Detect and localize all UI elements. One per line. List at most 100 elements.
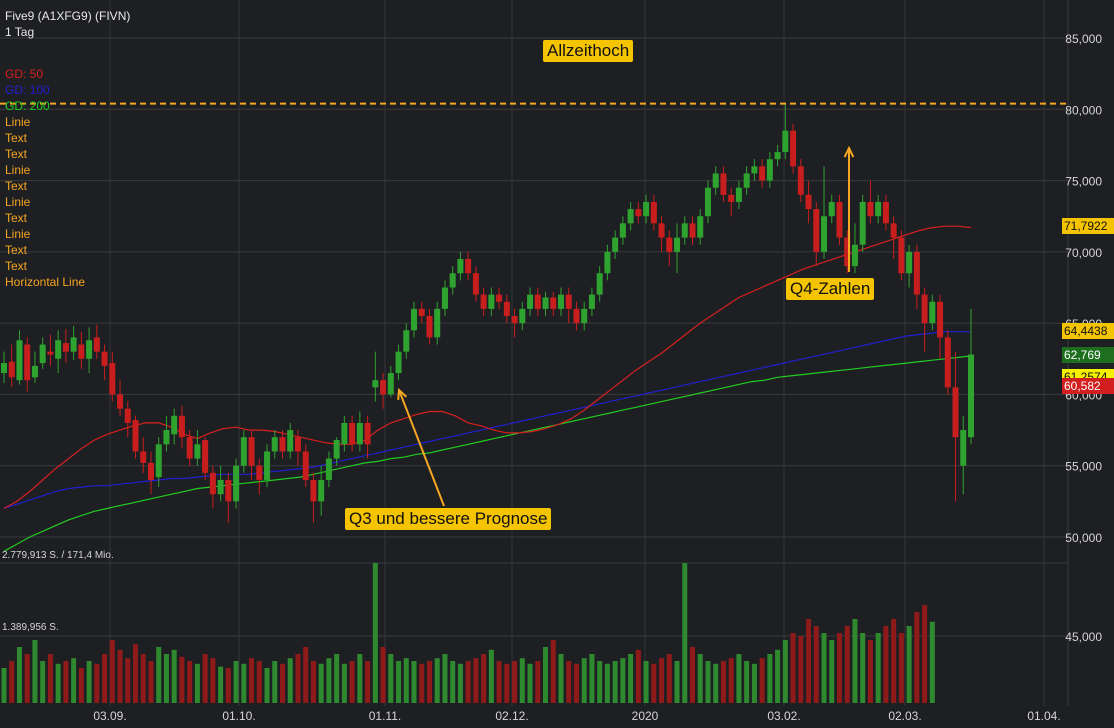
candle-body [70,337,77,352]
volume-bar [396,661,402,703]
volume-bar [473,658,479,703]
candle-body [225,479,232,502]
volume-bar [372,563,378,703]
arrow-q3 [398,389,445,507]
candle-body [704,187,711,217]
candle-body [496,294,503,302]
annotation-q4-results[interactable]: Q4-Zahlen [786,278,875,300]
x-tick-label: 2020 [632,709,659,723]
legend-item[interactable]: Text [5,131,28,145]
legend-item[interactable]: Linie [5,195,31,209]
candle-body [805,194,812,210]
candle-body [132,420,139,452]
candle-body [735,187,742,202]
candle-body [782,130,789,153]
volume-bar [1,668,7,703]
volume-bar [16,647,22,703]
legend-item[interactable]: GD: 200 [5,99,50,113]
candle-body [271,437,278,452]
volume-bar [279,663,285,703]
chart-title: Five9 (A1XFG9) (FIVN) [5,9,131,23]
candle-body [147,462,154,480]
legend-item[interactable]: Text [5,147,28,161]
volume-bar [573,663,579,703]
volume-bar [543,647,549,703]
x-tick-label: 01.04. [1027,709,1060,723]
price-tag: 71,7922 [1062,218,1114,235]
volume-bar [612,661,618,703]
volume-bar [63,661,69,703]
volume-bar [272,661,278,703]
volume-bar [194,663,200,703]
legend-item[interactable]: Linie [5,115,31,129]
volume-bar [419,663,425,703]
candle-body [828,201,835,217]
volume-bar [720,661,726,703]
candle-body [39,344,46,364]
legend-item[interactable]: GD: 50 [5,67,44,81]
volume-bar [798,635,804,703]
candle-body [766,159,773,181]
volume-bar [635,649,641,703]
legend-item[interactable]: Horizontal Line [5,275,86,289]
volume-bar [504,663,510,703]
candle-body [78,344,85,359]
annotation-all-time-high[interactable]: Allzeithoch [543,40,634,62]
volume-max-label: 2.779,913 S. / 171,4 Mio. [2,550,114,561]
candle-body [774,152,781,160]
volume-bar [674,661,680,703]
candle-body [573,308,580,324]
candle-body [411,308,418,331]
volume-bar [651,663,657,703]
candle-body [527,294,534,309]
candle-body [302,451,309,480]
volume-bar [860,633,866,703]
candle-body [93,337,100,352]
candle-body [426,316,433,338]
volume-bar [659,658,665,703]
volume-bar [690,647,696,703]
candle-body [16,340,23,381]
candle-body [913,251,920,295]
candle-body [488,294,495,309]
candle-body [310,479,317,502]
annotation-q3-guidance[interactable]: Q3 und bessere Prognose [345,508,552,530]
candle-body [689,223,696,238]
volume-bar [434,658,440,703]
volume-bar [163,654,169,703]
volume-bar [365,661,371,703]
candle-body [387,373,394,395]
legend-item[interactable]: GD: 100 [5,83,50,97]
volume-bar [349,661,355,703]
candle-body [341,422,348,445]
volume-bars [1,563,935,703]
candle-body [318,479,325,502]
candle-body [859,201,866,245]
candle-body [821,216,828,252]
candle-body [534,294,541,309]
legend-item[interactable]: Text [5,259,28,273]
candle-body [472,273,479,295]
candle-body [287,430,294,452]
volume-bar [218,666,224,703]
candle-body [380,380,387,395]
legend-item[interactable]: Text [5,211,28,225]
legend-item[interactable]: Linie [5,227,31,241]
volume-bar [94,663,100,703]
candle-body [62,343,69,352]
volume-bar [78,668,84,703]
y-tick-label: 75,000 [1065,175,1102,189]
volume-bar [922,605,928,703]
volume-bar [32,640,38,703]
candle-body [155,444,162,478]
legend-item[interactable]: Linie [5,163,31,177]
volume-bar [481,654,487,703]
candle-body [465,258,472,274]
candle-body [356,422,363,445]
candle-body [1,363,7,374]
volume-bar [929,621,935,703]
candle-body [650,201,657,224]
legend-item[interactable]: Text [5,243,28,257]
legend-item[interactable]: Text [5,179,28,193]
